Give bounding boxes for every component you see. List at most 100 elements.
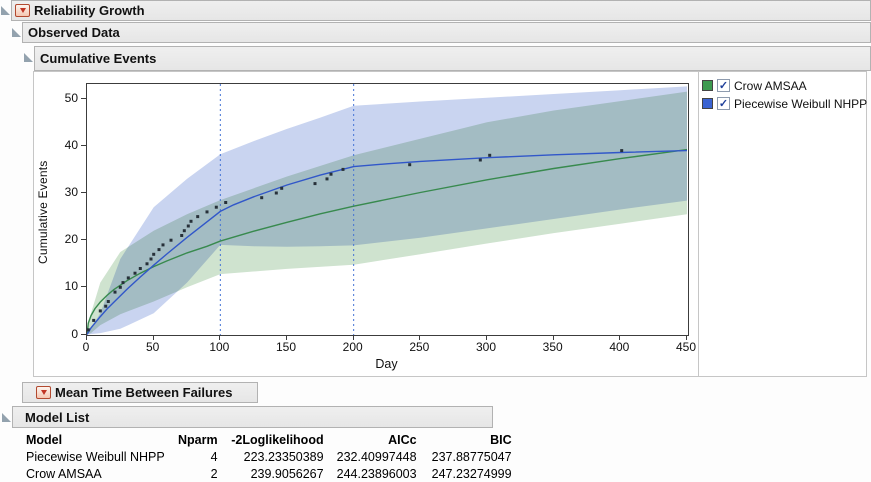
menu-caret-icon	[40, 390, 47, 395]
x-tick-label: 100	[209, 340, 230, 354]
data-point	[620, 149, 624, 153]
y-tick-mark	[81, 192, 86, 194]
table-cell: 237.88775047	[431, 449, 512, 464]
data-point	[274, 191, 278, 195]
model-curve	[87, 149, 688, 335]
section-title: Observed Data	[28, 25, 120, 40]
red-triangle-menu-icon[interactable]	[15, 4, 30, 17]
plot-area[interactable]	[86, 83, 689, 336]
table-cell: 247.23274999	[431, 466, 512, 481]
disclosure-open-icon[interactable]	[24, 53, 33, 62]
data-point	[98, 309, 102, 313]
legend-checkbox[interactable]: ✓	[717, 97, 730, 110]
x-tick-label: 50	[145, 340, 160, 354]
table-row: Piecewise Weibull NHPP 4 223.23350389 232.4…	[24, 448, 514, 465]
data-point	[478, 158, 482, 162]
legend-divider	[698, 72, 699, 376]
x-tick-mark	[219, 335, 221, 340]
data-point	[196, 215, 200, 219]
legend-item: ✓ Crow AMSAA	[702, 78, 867, 93]
data-point	[224, 201, 228, 204]
table-cell: 223.23350389	[243, 449, 324, 464]
legend-swatch	[702, 98, 713, 109]
table-header-row: Model Nparm -2Loglikelihood AICc BIC	[24, 431, 514, 448]
confidence-band	[87, 86, 687, 335]
section-title: Reliability Growth	[34, 3, 145, 18]
table-cell: 4	[210, 449, 218, 464]
data-point	[113, 290, 117, 294]
data-point	[92, 318, 96, 322]
data-point	[313, 182, 317, 186]
data-point	[189, 219, 193, 223]
column-header: -2Loglikelihood	[231, 432, 324, 447]
x-tick-label: 200	[342, 340, 363, 354]
model-curve	[87, 148, 688, 335]
column-header: Model	[26, 432, 63, 447]
y-tick-label: 50	[64, 90, 78, 105]
data-point	[106, 300, 110, 303]
disclosure-open-icon[interactable]	[2, 413, 11, 422]
legend-item: ✓ Piecewise Weibull NHPP	[702, 96, 867, 111]
plot-svg[interactable]	[87, 84, 688, 335]
data-point	[280, 186, 284, 190]
x-tick-label: 450	[675, 340, 697, 354]
y-tick-label: 20	[64, 232, 78, 247]
observed-data-header[interactable]: Observed Data	[22, 22, 871, 43]
data-point	[126, 276, 130, 280]
table-cell: 244.23896003	[336, 466, 417, 481]
checkmark-icon: ✓	[718, 79, 729, 92]
table-cell: Piecewise Weibull NHPP	[26, 449, 165, 464]
mtbf-header[interactable]: Mean Time Between Failures	[22, 382, 258, 403]
x-tick-mark	[619, 335, 621, 340]
data-point	[180, 234, 184, 237]
y-tick-mark	[81, 286, 86, 288]
legend-label: Piecewise Weibull NHPP	[734, 96, 868, 111]
data-point	[325, 177, 329, 181]
data-point	[157, 248, 161, 252]
legend-label: Crow AMSAA	[734, 78, 807, 93]
x-tick-mark	[686, 335, 687, 340]
x-tick-mark	[486, 335, 487, 340]
red-triangle-menu-icon[interactable]	[36, 386, 51, 399]
legend-checkbox[interactable]: ✓	[717, 79, 730, 92]
legend-swatch	[702, 80, 713, 91]
model-list-header[interactable]: Model List	[12, 406, 493, 428]
table-cell: 2	[210, 466, 218, 481]
table-cell: 232.40997448	[336, 449, 417, 464]
data-point	[260, 196, 264, 200]
y-tick-label: 30	[64, 185, 78, 200]
cumulative-events-chart: Cumulative Events 0 10 20 30 40 50 0 50 100 150 2…	[33, 71, 867, 377]
y-tick-label: 10	[64, 279, 78, 294]
data-point	[152, 252, 156, 256]
data-point	[118, 285, 122, 289]
y-tick-mark	[81, 239, 86, 241]
y-tick-mark	[81, 333, 86, 335]
y-tick-mark	[81, 97, 86, 99]
table-cell: 239.9056267	[250, 466, 324, 481]
x-tick-label: 150	[275, 340, 297, 354]
data-point	[149, 257, 153, 261]
reliability-growth-header[interactable]: Reliability Growth	[11, 0, 871, 21]
disclosure-open-icon[interactable]	[12, 28, 21, 37]
data-point	[341, 167, 345, 171]
data-point	[133, 271, 137, 275]
data-point	[87, 328, 90, 332]
x-tick-label: 300	[475, 340, 497, 354]
disclosure-open-icon[interactable]	[1, 6, 10, 15]
y-tick-label: 40	[64, 137, 78, 152]
table-cell: Crow AMSAA	[26, 466, 102, 481]
y-tick-mark	[81, 144, 86, 146]
y-tick-label: 0	[71, 326, 78, 341]
cumulative-events-header[interactable]: Cumulative Events	[34, 46, 871, 71]
y-axis-title: Cumulative Events	[36, 160, 50, 264]
x-axis-title: Day	[375, 357, 398, 371]
x-tick-mark	[352, 335, 354, 340]
x-tick-mark	[552, 335, 554, 340]
table-row: Crow AMSAA 2 239.9056267 244.23896003 247.23…	[24, 465, 514, 482]
data-point	[169, 238, 173, 242]
menu-caret-icon	[19, 8, 26, 13]
x-tick-mark	[286, 335, 287, 340]
data-point	[205, 210, 209, 214]
x-tick-label: 350	[542, 340, 563, 354]
